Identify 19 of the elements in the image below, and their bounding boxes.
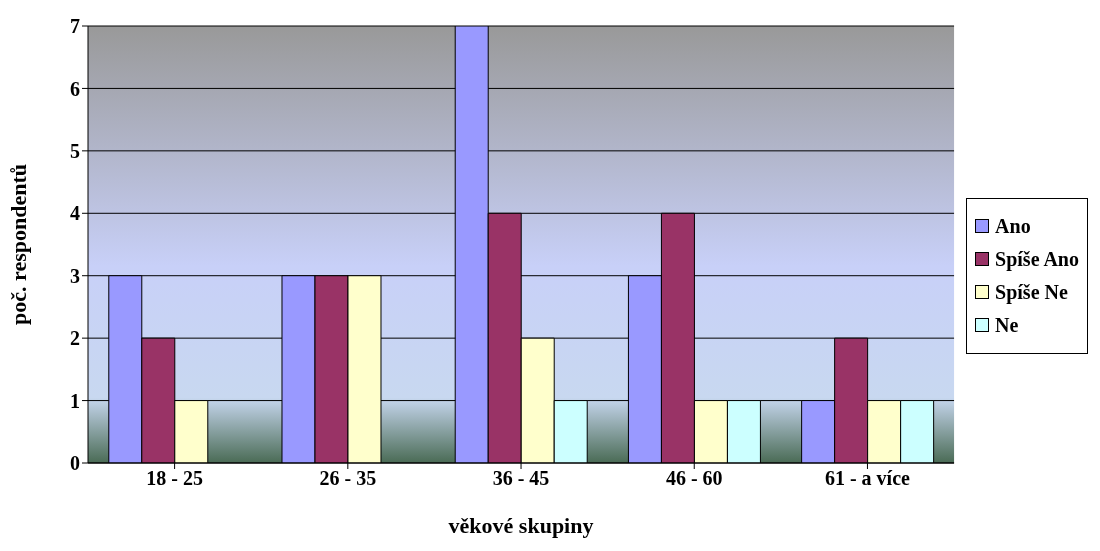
legend-label: Ne [995,313,1019,337]
y-tick-label: 1 [70,389,80,412]
y-tick-label: 4 [70,202,80,225]
x-axis-title: věkové skupiny [448,513,594,538]
y-tick-label: 2 [70,327,80,350]
x-tick-label: 18 - 25 [146,467,203,490]
y-tick-label: 7 [70,15,80,38]
x-tick-label: 36 - 45 [492,467,550,490]
x-tick-label: 61 - a více [824,467,911,490]
x-tick-label: 26 - 35 [319,467,377,490]
y-tick-label: 5 [70,139,80,162]
legend-label: Spíše Ano [995,247,1079,271]
legend-label: Ano [995,214,1031,238]
y-tick-label: 6 [70,77,80,100]
y-tick-label: 0 [70,452,80,475]
y-axis-title: poč. respondentů [5,164,31,325]
legend-label: Spíše Ne [995,280,1068,304]
y-tick-label: 3 [70,264,80,287]
x-tick-label: 46 - 60 [665,467,723,490]
